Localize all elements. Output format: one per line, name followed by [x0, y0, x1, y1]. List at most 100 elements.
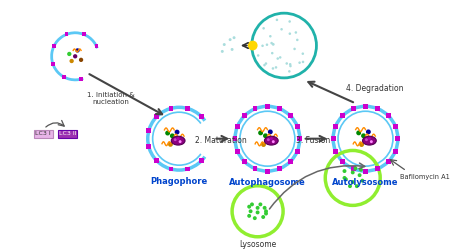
Circle shape [298, 61, 301, 64]
Circle shape [249, 209, 253, 213]
Circle shape [265, 137, 270, 142]
Bar [265, 104, 270, 109]
Circle shape [228, 38, 232, 41]
Circle shape [257, 54, 259, 57]
Circle shape [250, 202, 254, 206]
Circle shape [271, 52, 273, 54]
Text: Lysosome: Lysosome [239, 240, 276, 249]
Bar [242, 113, 247, 118]
Circle shape [272, 43, 274, 45]
Bar [242, 159, 247, 164]
Circle shape [261, 45, 264, 47]
Circle shape [258, 131, 263, 135]
Bar [295, 149, 300, 153]
Circle shape [365, 138, 368, 141]
Text: Autophagosome: Autophagosome [229, 178, 306, 187]
Circle shape [288, 20, 291, 23]
Circle shape [288, 70, 291, 73]
Bar [185, 106, 190, 111]
Circle shape [370, 140, 373, 143]
Circle shape [270, 137, 273, 140]
Circle shape [268, 130, 273, 134]
Circle shape [264, 209, 268, 213]
Circle shape [355, 184, 359, 188]
Bar [34, 130, 53, 138]
Bar [235, 124, 240, 129]
Bar [288, 113, 293, 118]
Circle shape [368, 137, 371, 140]
Bar [363, 104, 368, 109]
Circle shape [272, 43, 274, 46]
Bar [288, 159, 293, 164]
Circle shape [359, 168, 363, 172]
Text: 4. Degradation: 4. Degradation [346, 84, 403, 93]
Circle shape [179, 140, 182, 143]
Circle shape [366, 130, 371, 134]
Circle shape [247, 214, 251, 218]
Bar [277, 106, 282, 111]
Bar [52, 44, 56, 48]
Bar [169, 106, 173, 111]
Circle shape [70, 59, 74, 63]
Circle shape [255, 206, 260, 210]
Circle shape [266, 43, 268, 46]
Text: 2. Maturation: 2. Maturation [195, 136, 247, 145]
Circle shape [361, 133, 366, 138]
Circle shape [170, 133, 175, 138]
Circle shape [67, 52, 72, 56]
Bar [340, 159, 345, 164]
Bar [64, 33, 68, 36]
Circle shape [358, 173, 362, 177]
Circle shape [343, 176, 346, 180]
Circle shape [285, 62, 288, 65]
Circle shape [301, 52, 304, 55]
Circle shape [233, 36, 236, 39]
Circle shape [172, 137, 177, 142]
Circle shape [302, 61, 304, 63]
Circle shape [359, 142, 364, 147]
Circle shape [177, 137, 180, 140]
Bar [199, 159, 204, 163]
Circle shape [369, 138, 374, 143]
Bar [393, 149, 398, 153]
Circle shape [174, 130, 180, 135]
Bar [169, 167, 173, 171]
Circle shape [289, 65, 292, 67]
Bar [79, 77, 83, 81]
Circle shape [293, 48, 296, 50]
Text: Bafilomycin A1: Bafilomycin A1 [400, 174, 449, 180]
Circle shape [255, 210, 260, 214]
Circle shape [272, 67, 274, 70]
Circle shape [223, 43, 226, 46]
Circle shape [271, 138, 276, 143]
Bar [375, 166, 380, 171]
Circle shape [261, 215, 265, 219]
Bar [295, 124, 300, 129]
Circle shape [272, 140, 275, 143]
Bar [375, 106, 380, 111]
Circle shape [270, 42, 273, 44]
Bar [62, 75, 66, 79]
Circle shape [73, 54, 77, 58]
Circle shape [360, 179, 365, 183]
Circle shape [289, 33, 291, 35]
Bar [333, 124, 338, 129]
Bar [340, 113, 345, 118]
Circle shape [247, 205, 251, 209]
Circle shape [356, 131, 361, 135]
Bar [363, 169, 368, 174]
Circle shape [280, 28, 283, 30]
Text: Autolysosome: Autolysosome [332, 178, 399, 187]
Circle shape [262, 27, 265, 29]
Bar [265, 169, 270, 174]
Circle shape [269, 35, 272, 38]
Circle shape [276, 19, 278, 21]
Circle shape [221, 50, 224, 53]
Bar [253, 166, 257, 171]
Circle shape [276, 57, 279, 60]
Bar [386, 159, 391, 164]
Bar [199, 114, 204, 119]
Circle shape [263, 206, 266, 210]
Circle shape [363, 137, 368, 142]
Bar [235, 149, 240, 153]
